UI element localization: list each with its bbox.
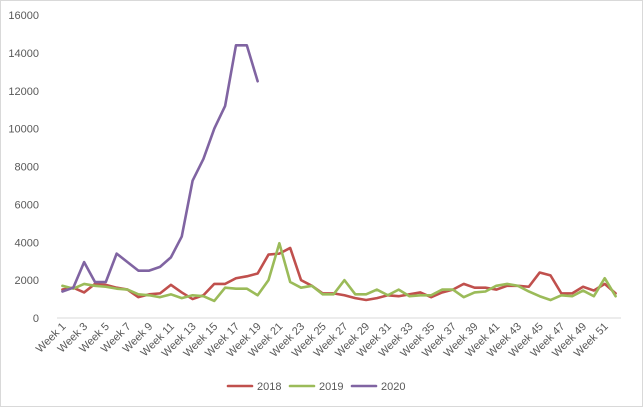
y-tick-label: 2000 [15,275,39,287]
y-tick-label: 4000 [15,237,39,249]
series-line-2019 [61,241,617,303]
series-line-2018 [61,246,617,302]
legend: 2018 2019 2020 [226,381,405,393]
legend-item-2019: 2019 [288,381,343,393]
y-tick-label: 16000 [8,10,39,22]
y-tick-label: 14000 [8,48,39,60]
legend-item-2018: 2018 [226,381,281,393]
series-layer [61,44,617,303]
y-tick-label: 12000 [8,86,39,98]
y-tick-label: 10000 [8,124,39,136]
series-line-2020 [61,44,259,293]
y-axis: 0 2000 4000 6000 8000 10000 12000 14000 16000 [8,10,39,325]
legend-label: 2018 [257,381,281,393]
legend-label: 2020 [381,381,405,393]
y-tick-label: 6000 [15,199,39,211]
legend-item-2020: 2020 [350,381,405,393]
y-tick-label: 0 [33,313,39,325]
legend-label: 2019 [319,381,343,393]
y-tick-label: 8000 [15,162,39,174]
